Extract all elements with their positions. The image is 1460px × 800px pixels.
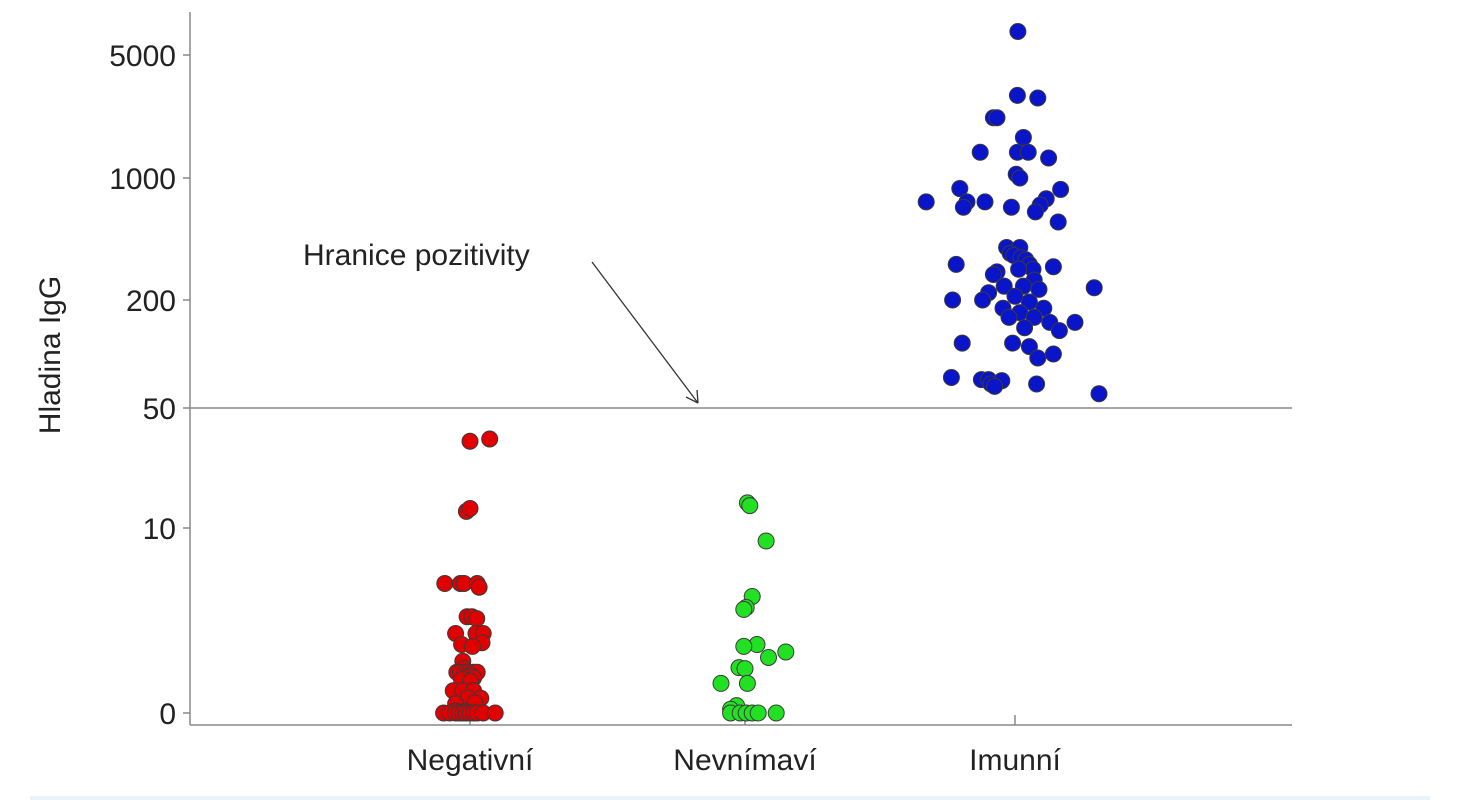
data-point (942, 368, 960, 386)
data-point (1040, 149, 1058, 167)
data-point (1008, 86, 1026, 104)
y-tick-label: 50 (143, 393, 176, 426)
x-tick-label: Nevnímaví (673, 744, 817, 777)
data-point (1028, 375, 1046, 393)
data-point (1011, 169, 1029, 187)
bottom-strip (30, 796, 1430, 800)
annotation-arrowhead (685, 389, 699, 404)
axes (189, 12, 1292, 726)
data-point (481, 430, 499, 448)
y-tick-label: 0 (159, 698, 176, 731)
y-ticks: 0 10 50 200 1000 5000 (109, 40, 190, 731)
data-point (1044, 345, 1062, 363)
data-point (1090, 385, 1108, 403)
data-point (470, 578, 488, 596)
x-ticks: Negativní Nevnímaví Imunní (407, 715, 1062, 777)
data-point (1000, 308, 1018, 326)
data-point (1085, 279, 1103, 297)
y-axis-label: Hladina IgG (34, 276, 67, 434)
annotation-label: Hranice pozitivity (303, 239, 530, 272)
data-point (947, 255, 965, 273)
data-point (971, 143, 989, 161)
data-point (1020, 338, 1038, 356)
data-point (1049, 213, 1067, 231)
data-point (984, 265, 1002, 283)
data-point (1020, 293, 1038, 311)
data-point (1009, 23, 1027, 41)
y-tick-label: 1000 (109, 163, 176, 196)
annotation-arrow (591, 261, 699, 404)
data-point (1050, 322, 1068, 340)
data-point (1025, 308, 1043, 326)
x-tick-label: Negativní (407, 744, 534, 777)
data-point (974, 291, 992, 309)
data-point (1029, 349, 1047, 367)
data-points (435, 23, 1108, 722)
data-point (760, 649, 778, 666)
data-point (777, 643, 795, 661)
data-point (986, 377, 1004, 395)
data-point (735, 600, 753, 618)
data-point (988, 109, 1006, 127)
data-point (1002, 198, 1020, 216)
data-point (1066, 313, 1084, 331)
data-point (738, 674, 756, 692)
data-point (767, 704, 785, 722)
data-point (735, 637, 753, 655)
data-point (436, 575, 454, 592)
data-point (944, 291, 962, 309)
y-tick-label: 5000 (109, 40, 176, 73)
data-point (976, 193, 994, 211)
data-point (1030, 280, 1048, 298)
data-point (1026, 203, 1044, 221)
data-point (917, 193, 935, 211)
data-point (749, 704, 767, 722)
data-point (741, 497, 759, 515)
data-point (1019, 143, 1037, 161)
data-point (1006, 287, 1024, 305)
data-point (954, 198, 972, 216)
x-tick-label: Imunní (969, 744, 1061, 777)
y-tick-label: 10 (143, 513, 176, 546)
data-point (757, 532, 775, 550)
data-point (468, 610, 486, 628)
y-tick-label: 200 (126, 285, 176, 318)
data-point (995, 277, 1013, 295)
data-point (461, 432, 479, 450)
data-point (1029, 89, 1047, 107)
data-point (463, 637, 481, 655)
data-point (1044, 258, 1062, 276)
data-point (953, 334, 971, 352)
data-point (1010, 260, 1028, 278)
data-point (461, 499, 479, 517)
data-point (1016, 319, 1034, 337)
data-point (1052, 180, 1070, 198)
data-point (486, 704, 504, 722)
data-point (736, 660, 754, 678)
data-point (951, 180, 969, 198)
data-point (712, 674, 730, 692)
data-point (1014, 128, 1032, 146)
data-point (1004, 334, 1022, 352)
